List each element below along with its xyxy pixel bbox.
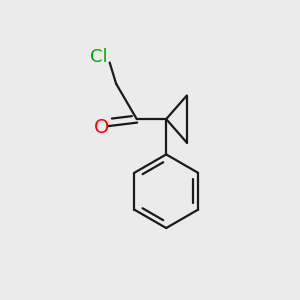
Text: O: O: [94, 118, 109, 137]
Text: Cl: Cl: [90, 48, 107, 66]
